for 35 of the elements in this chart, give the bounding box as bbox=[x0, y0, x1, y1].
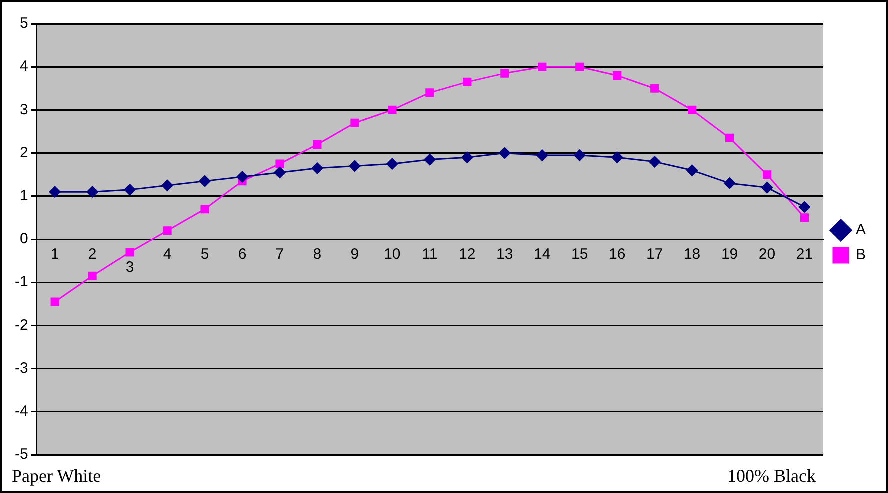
text: Paper White bbox=[12, 466, 102, 487]
x-tick-label: 16 bbox=[608, 246, 626, 264]
x-tick-label: 20 bbox=[758, 246, 776, 264]
x-tick-label: 19 bbox=[721, 246, 738, 264]
x-tick-label: 2 bbox=[88, 246, 97, 264]
y-tick-label: 0 bbox=[20, 230, 28, 248]
y-tick-label: -2 bbox=[14, 316, 28, 334]
x-tick-label: 17 bbox=[646, 246, 664, 264]
y-tick-label: -3 bbox=[14, 360, 28, 377]
y-tick-label: 3 bbox=[20, 101, 28, 118]
y-tick-label: 1 bbox=[20, 188, 28, 205]
x-tick-label: 14 bbox=[534, 246, 551, 264]
x-tick-label: 15 bbox=[572, 246, 588, 264]
y-tick-label: 4 bbox=[20, 58, 28, 76]
x-tick-label: 1 bbox=[50, 246, 60, 264]
x-tick-label: 12 bbox=[459, 246, 476, 264]
y-tick-label: -1 bbox=[14, 274, 28, 291]
y-tick-label: 5 bbox=[20, 15, 28, 32]
x-tick-label: 10 bbox=[384, 246, 401, 264]
x-tick-label: 13 bbox=[496, 246, 514, 264]
x-tick-label: 8 bbox=[313, 246, 322, 264]
x-tick-label: 7 bbox=[276, 246, 284, 264]
y-tick-label: -4 bbox=[14, 403, 28, 420]
text: 100% Black bbox=[728, 466, 816, 487]
y-tick-label: -5 bbox=[14, 446, 28, 464]
x-tick-label: 4 bbox=[163, 246, 172, 264]
y-tick-label: 2 bbox=[20, 144, 28, 162]
x-tick-label: 18 bbox=[684, 246, 701, 264]
x-tick-label: 6 bbox=[238, 246, 247, 264]
x-tick-label: 5 bbox=[200, 246, 210, 264]
legend-label: A bbox=[856, 222, 866, 239]
x-tick-label: 21 bbox=[796, 246, 814, 264]
legend-label: B bbox=[856, 246, 866, 264]
x-tick-label: 11 bbox=[422, 246, 438, 264]
x-tick-label: 9 bbox=[350, 246, 360, 264]
